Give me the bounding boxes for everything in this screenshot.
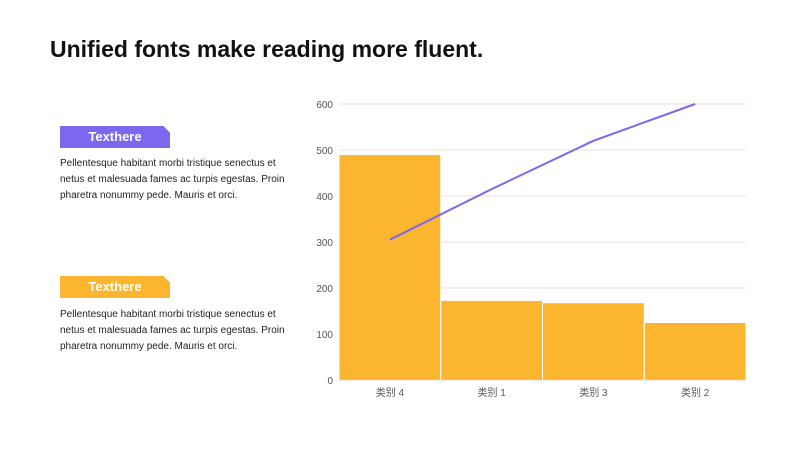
y-tick-label: 300 [316,238,333,249]
x-tick-label: 类别 2 [681,386,710,399]
y-tick-label: 600 [316,100,333,111]
x-tick-label: 类别 3 [579,386,608,399]
section-text-1: Pellentesque habitant morbi tristique se… [60,158,285,201]
section-text-2: Pellentesque habitant morbi tristique se… [60,309,285,352]
page-title: Unified fonts make reading more fluent. [50,36,484,62]
bar [440,299,543,381]
y-tick-label: 100 [316,330,333,341]
y-tick-label: 200 [316,284,333,295]
section-tag-1: Texthere [60,126,170,148]
y-tick-label: 400 [316,192,333,203]
y-tick-label: 0 [327,376,333,387]
x-tick-label: 类别 4 [376,386,405,399]
bar [542,302,645,381]
section-tag-2: Texthere [60,276,170,298]
bar [643,322,747,381]
x-tick-label: 类别 1 [477,386,506,399]
bar [338,154,442,381]
y-tick-label: 500 [316,146,333,157]
series-line [389,103,696,241]
